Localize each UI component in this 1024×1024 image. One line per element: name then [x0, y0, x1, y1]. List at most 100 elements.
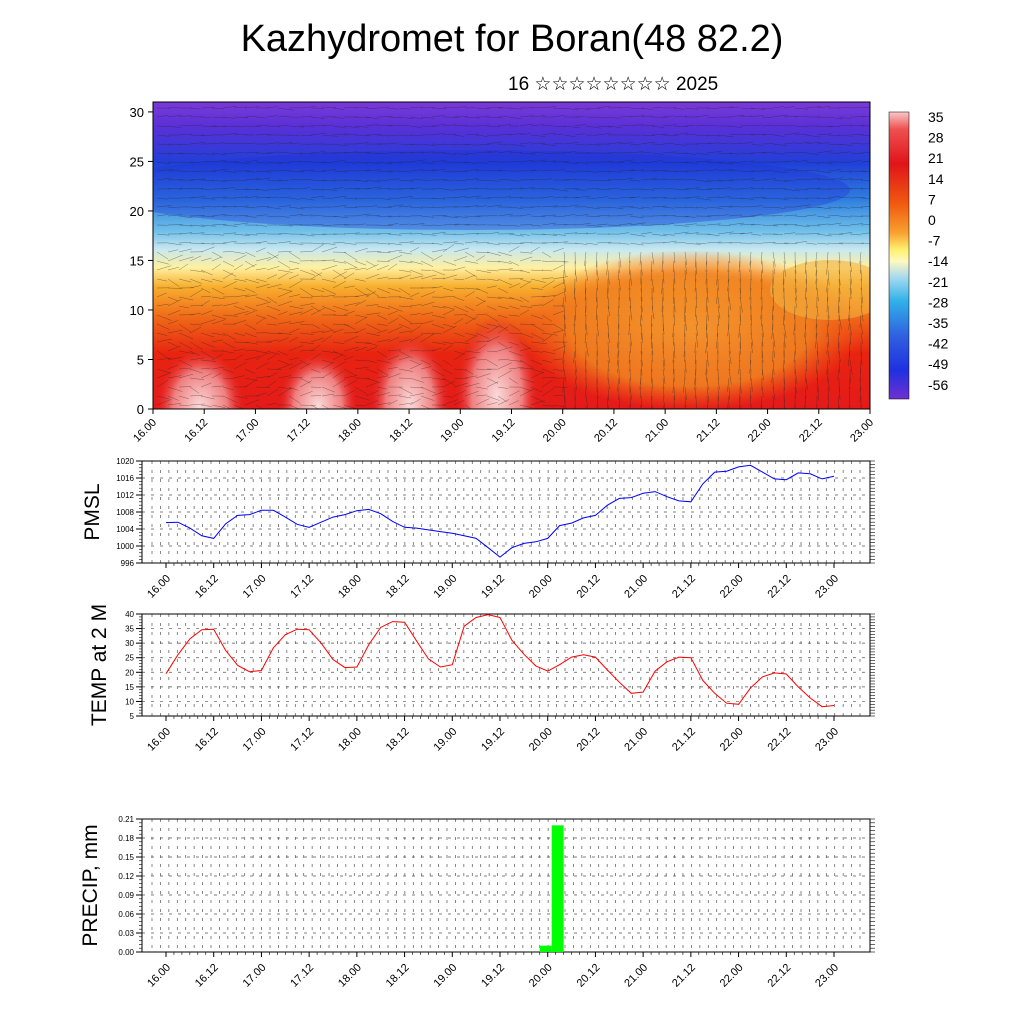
x-tick-label: 17.12 [288, 573, 316, 601]
x-tick-label: 17.00 [241, 726, 269, 754]
y-tick-label: 0.15 [118, 853, 134, 862]
x-tick-label: 16.00 [145, 573, 173, 601]
x-tick-label: 18.12 [384, 573, 412, 601]
y-tick-label: 0.00 [118, 948, 134, 957]
pmsl-line [165, 464, 835, 558]
x-tick-label: 22.12 [765, 573, 793, 601]
heatmap-x-tick-label: 22.00 [746, 417, 774, 445]
x-tick-label: 22.12 [765, 726, 793, 754]
x-tick-label: 18.12 [384, 726, 412, 754]
x-tick-label: 19.12 [479, 726, 507, 754]
x-tick-label: 19.12 [479, 962, 507, 990]
heatmap-x-tick-label: 19.00 [438, 417, 466, 445]
x-tick-label: 16.12 [193, 726, 221, 754]
hot-spot [155, 335, 245, 409]
colorbar-label: 7 [928, 191, 936, 207]
x-tick-label: 17.12 [288, 962, 316, 990]
colorbar-gradient [888, 111, 910, 400]
heatmap-x-tick-label: 17.12 [285, 417, 313, 445]
x-tick-label: 20.12 [575, 726, 603, 754]
y-tick-label: 0.09 [118, 891, 134, 900]
heatmap-x-tick-label: 18.00 [336, 417, 364, 445]
heatmap-x-tick-label: 22.12 [797, 417, 825, 445]
colorbar-label: -42 [928, 336, 948, 352]
heatmap-y-tick-label: 20 [130, 204, 144, 219]
x-tick-label: 21.12 [670, 573, 698, 601]
x-tick-label: 19.12 [479, 573, 507, 601]
heatmap-x-tick-label: 19.12 [490, 417, 518, 445]
precip-chart: 0.00 0.03 0.06 0.09 0.12 0.15 0.18 0.21 16.00 16.… [79, 815, 875, 990]
heatmap-x-tick-label: 20.12 [592, 417, 620, 445]
heatmap-x-tick-label: 21.00 [643, 417, 671, 445]
heatmap-y-tick-label: 5 [137, 352, 144, 367]
x-tick-label: 19.00 [431, 573, 459, 601]
x-tick-label: 18.00 [336, 573, 364, 601]
x-tick-label: 21.12 [670, 962, 698, 990]
y-tick-label: 1012 [116, 491, 134, 500]
colorbar-label: 14 [928, 171, 944, 187]
colorbar-label: 35 [928, 109, 944, 125]
x-tick-label: 17.12 [288, 726, 316, 754]
colorbar: 35 28 21 14 7 0 -7 -14 -21 -28 -35 -42 -49 -56 [888, 109, 948, 400]
colorbar-label: -7 [928, 233, 941, 249]
x-tick-label: 18.12 [384, 962, 412, 990]
x-tick-label: 20.00 [527, 962, 555, 990]
heatmap-x-tick-label: 21.12 [695, 417, 723, 445]
y-tick-label: 25 [125, 654, 134, 663]
y-axis-title: PRECIP, mm [79, 824, 102, 946]
hot-spot [370, 320, 450, 409]
heatmap-y-tick-label: 25 [130, 154, 144, 169]
colorbar-label: 21 [928, 150, 944, 166]
temp-chart: 5 10 15 20 25 30 35 40 16.00 16.12 17.00 17.12 18.00… [88, 604, 875, 754]
x-tick-label: 22.12 [765, 962, 793, 990]
y-tick-label: 1000 [116, 542, 134, 551]
y-tick-label: 1008 [116, 508, 134, 517]
colorbar-label: 28 [928, 130, 944, 146]
y-tick-label: 30 [125, 639, 134, 648]
temp-line [165, 614, 835, 708]
colorbar-label: -56 [928, 377, 948, 393]
heatmap-y-tick-label: 15 [130, 253, 144, 268]
x-tick-label: 19.00 [431, 726, 459, 754]
hot-spot [455, 300, 539, 409]
y-tick-label: 0.18 [118, 834, 134, 843]
x-tick-label: 19.00 [431, 962, 459, 990]
y-tick-label: 15 [125, 683, 134, 692]
x-tick-label: 20.00 [527, 726, 555, 754]
temperature-heatmap: 0 5 10 15 20 25 30 16.00 16.12 17.00 17.12 18.00 18… [130, 101, 876, 445]
x-tick-label: 16.12 [193, 962, 221, 990]
colorbar-label: 0 [928, 212, 936, 228]
heatmap-y-tick-label: 10 [130, 303, 144, 318]
y-axis-title: TEMP at 2 M [88, 604, 111, 726]
y-tick-label: 40 [125, 610, 134, 619]
y-tick-label: 10 [125, 697, 134, 706]
x-tick-label: 22.00 [718, 573, 746, 601]
y-tick-label: 0.06 [118, 910, 134, 919]
x-tick-label: 17.00 [241, 962, 269, 990]
x-tick-label: 21.00 [622, 573, 650, 601]
colorbar-label: -21 [928, 274, 948, 290]
x-tick-label: 23.00 [813, 726, 841, 754]
x-tick-label: 21.00 [622, 726, 650, 754]
heatmap-x-tick-label: 18.12 [387, 417, 415, 445]
heatmap-x-tick-label: 16.12 [182, 417, 210, 445]
chart-subtitle: 16 ☆☆☆☆☆☆☆☆ 2025 [508, 74, 719, 95]
x-tick-label: 20.12 [575, 573, 603, 601]
y-tick-label: 5 [130, 712, 135, 721]
pmsl-chart: 996 1000 1004 1008 1012 1016 1020 16.00 16.12 17.… [81, 457, 875, 601]
y-tick-label: 1020 [116, 457, 134, 466]
y-tick-label: 1004 [116, 525, 134, 534]
x-tick-label: 18.00 [336, 962, 364, 990]
x-tick-label: 21.12 [670, 726, 698, 754]
x-tick-label: 23.00 [813, 962, 841, 990]
precip-bar [539, 945, 552, 952]
colorbar-label: -14 [928, 253, 948, 269]
x-tick-label: 16.12 [193, 573, 221, 601]
y-axis-title: PMSL [81, 483, 104, 540]
x-tick-label: 16.00 [145, 962, 173, 990]
x-tick-label: 21.00 [622, 962, 650, 990]
x-tick-label: 18.00 [336, 726, 364, 754]
precip-bar [551, 825, 564, 952]
y-tick-label: 0.21 [118, 815, 134, 824]
y-tick-label: 996 [121, 559, 135, 568]
